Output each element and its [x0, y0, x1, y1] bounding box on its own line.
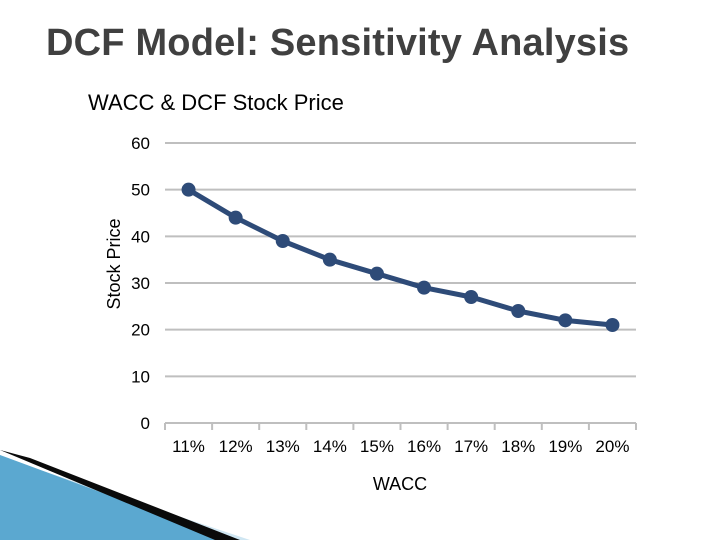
- x-tick-label: 20%: [595, 437, 629, 456]
- data-point: [417, 280, 432, 295]
- y-tick-labels: 0 10 20 30 40 50 60: [131, 134, 150, 433]
- data-point: [369, 266, 384, 281]
- x-tick-label: 18%: [501, 437, 535, 456]
- y-tick-label: 50: [131, 181, 150, 200]
- y-tick-label: 60: [131, 134, 150, 153]
- x-tick-label: 17%: [454, 437, 488, 456]
- data-point: [605, 318, 620, 332]
- chart-title: WACC & DCF Stock Price: [88, 90, 344, 115]
- x-tick-label: 19%: [548, 437, 582, 456]
- x-tick-label: 12%: [219, 437, 253, 456]
- data-point: [275, 234, 290, 248]
- y-tick-label: 20: [131, 321, 150, 340]
- axes: [164, 422, 637, 430]
- series-group: [181, 182, 620, 332]
- x-tick-label: 11%: [172, 437, 205, 456]
- slide-decoration: [0, 450, 250, 540]
- y-tick-label: 10: [131, 367, 150, 386]
- y-axis-label: Stock Price: [104, 218, 124, 309]
- x-tick-labels: 11% 12% 13% 14% 15% 16% 17% 18% 19% 20%: [172, 437, 629, 456]
- y-tick-label: 0: [141, 414, 150, 433]
- decor-dark-stripe: [0, 450, 240, 540]
- gridlines: [165, 142, 636, 378]
- data-point: [464, 290, 479, 304]
- series-line: [187, 187, 613, 328]
- data-point: [558, 313, 573, 328]
- slide-title: DCF Model: Sensitivity Analysis: [46, 22, 630, 64]
- x-tick-label: 16%: [407, 437, 441, 456]
- x-tick-label: 14%: [313, 437, 347, 456]
- x-axis-label: WACC: [373, 474, 427, 494]
- data-point: [181, 182, 196, 197]
- x-tick-label: 15%: [360, 437, 394, 456]
- y-tick-label: 30: [131, 274, 150, 293]
- y-tick-label: 40: [131, 227, 150, 246]
- x-tick-label: 13%: [266, 437, 300, 456]
- data-point: [322, 252, 337, 267]
- data-point: [511, 304, 526, 318]
- data-point: [228, 210, 243, 225]
